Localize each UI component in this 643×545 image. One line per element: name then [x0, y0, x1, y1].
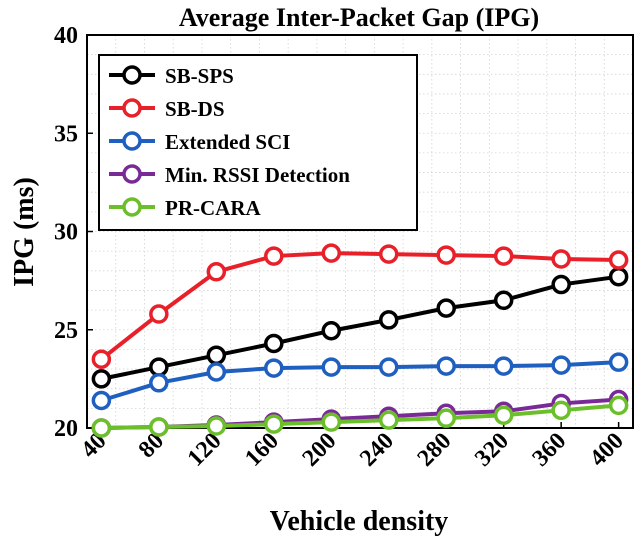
legend: SB-SPS SB-DS Extended SCI Min. RSSI Detecti… — [98, 54, 418, 231]
legend-marker — [122, 164, 142, 184]
series-line — [101, 403, 619, 430]
series-pr-cara — [91, 395, 629, 438]
data-point — [378, 357, 399, 377]
data-point — [608, 352, 629, 372]
legend-label: SB-DS — [165, 97, 225, 121]
data-point — [206, 416, 227, 436]
x-tick-label: 360 — [528, 428, 572, 472]
data-point — [321, 357, 342, 377]
series-sb-ds — [91, 243, 629, 369]
data-point — [608, 395, 629, 416]
legend-label: PR-CARA — [165, 196, 261, 220]
legend-marker — [122, 197, 142, 217]
data-point — [436, 356, 456, 376]
series-line — [100, 251, 619, 361]
data-point — [551, 274, 571, 295]
y-axis: 20 25 30 35 40 — [54, 23, 93, 442]
data-point — [436, 408, 456, 428]
data-point — [378, 244, 399, 264]
chart-title: Average Inter-Packet Gap (IPG) — [179, 3, 539, 32]
data-point — [321, 412, 342, 432]
y-tick-label: 40 — [54, 23, 78, 49]
y-axis-label: IPG (ms) — [9, 177, 40, 287]
data-point — [149, 373, 169, 393]
data-point — [608, 266, 629, 287]
data-point — [436, 245, 456, 265]
series-min-rssi-detection — [91, 389, 629, 438]
legend-label: SB-SPS — [165, 64, 234, 88]
y-tick-label: 25 — [54, 318, 78, 344]
legend-label: Min. RSSI Detection — [165, 163, 350, 187]
data-point — [149, 417, 169, 437]
data-point — [436, 298, 456, 318]
data-point — [91, 418, 112, 438]
data-point — [206, 262, 227, 282]
data-point — [378, 310, 399, 330]
y-tick-label: 30 — [54, 220, 78, 246]
x-tick-label: 160 — [240, 428, 284, 472]
data-point — [264, 414, 284, 434]
legend-marker — [122, 65, 142, 85]
series-line — [100, 274, 619, 381]
data-point — [149, 304, 169, 324]
data-point — [321, 243, 342, 263]
y-tick-label: 20 — [54, 416, 78, 442]
legend-label: Extended SCI — [165, 130, 290, 154]
y-tick-label: 35 — [54, 121, 78, 147]
x-tick-label: 400 — [585, 428, 629, 472]
legend-marker — [122, 131, 142, 151]
data-point — [378, 410, 399, 430]
data-point — [493, 405, 514, 425]
x-tick-label: 200 — [298, 428, 342, 472]
data-point — [321, 320, 342, 341]
series-line — [100, 360, 619, 403]
series-sb-sps — [91, 266, 629, 389]
data-point — [149, 357, 169, 377]
data-point — [493, 356, 514, 376]
data-point — [608, 250, 629, 270]
data-point — [493, 246, 514, 266]
series-extended-sci — [91, 352, 629, 411]
x-axis-label: Vehicle density — [270, 506, 449, 537]
data-point — [551, 355, 571, 375]
x-tick-label: 320 — [470, 428, 514, 472]
data-point — [91, 349, 112, 369]
data-point — [551, 249, 571, 269]
data-point — [264, 246, 284, 266]
data-point — [551, 400, 571, 421]
data-point — [91, 369, 112, 389]
data-point — [264, 333, 284, 354]
x-tick-label: 280 — [413, 428, 457, 472]
data-point — [493, 290, 514, 311]
data-point — [206, 345, 227, 366]
series-layer — [91, 243, 629, 438]
data-point — [91, 390, 112, 411]
legend-marker — [122, 98, 142, 118]
data-point — [264, 358, 284, 378]
x-tick-label: 240 — [355, 428, 399, 472]
data-point — [206, 362, 227, 382]
